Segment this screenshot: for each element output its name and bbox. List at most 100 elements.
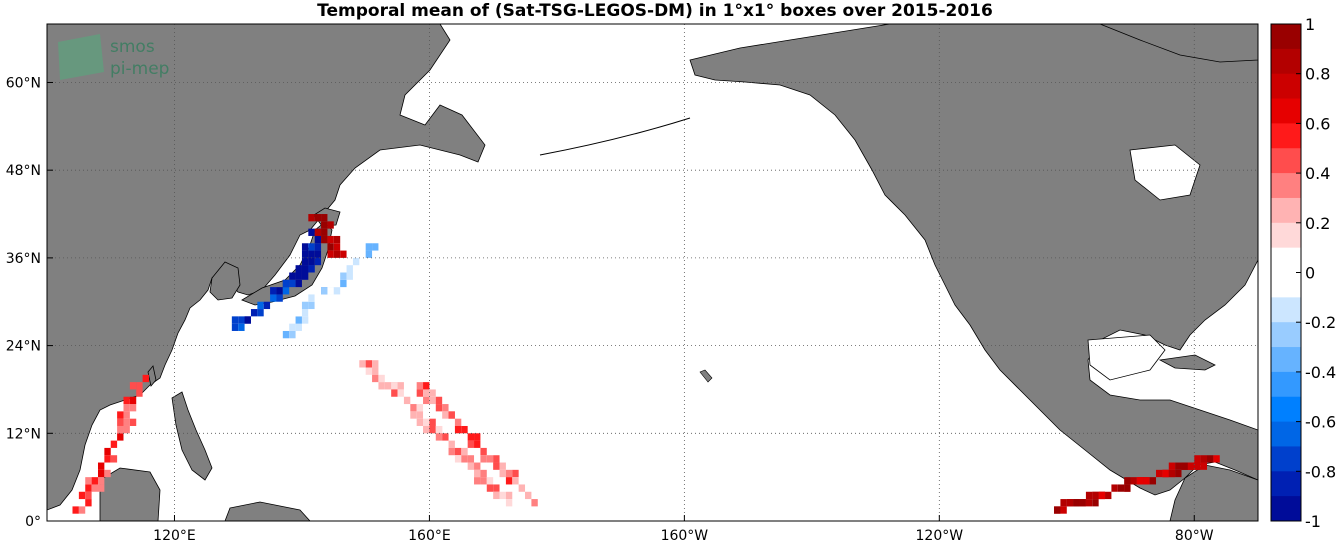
colorbar-segment-15 — [1271, 396, 1301, 423]
gridlines — [47, 24, 1258, 522]
cell-4-9-0 — [416, 418, 424, 426]
cell-4-9-1 — [423, 418, 430, 426]
land-masses — [47, 24, 1258, 521]
colorbar-segment-19 — [1271, 496, 1301, 522]
colorbar-tick-label-10: -1 — [1305, 512, 1321, 531]
cell-1-9-0 — [282, 279, 290, 288]
logo-line2: pi-mep — [110, 59, 169, 79]
cell-4-1-1 — [372, 367, 379, 375]
colorbar-segment-17 — [1271, 446, 1301, 472]
cell-7-1-1 — [1060, 506, 1067, 514]
cell-5-14-1 — [505, 469, 513, 478]
cell-0-12-0 — [117, 418, 124, 426]
cell-2-2-0 — [301, 257, 309, 266]
cell-7-21-0 — [1181, 462, 1188, 470]
cell-0-3-0 — [85, 484, 92, 492]
cell-7-1-0 — [1054, 506, 1061, 514]
cell-4-17-2 — [480, 469, 487, 478]
cell-1-12-1 — [308, 265, 315, 273]
cell-4-18-1 — [480, 477, 487, 485]
cell-6-0-2 — [321, 214, 328, 222]
cell-4-14-0 — [448, 447, 455, 456]
cell-4-15-1 — [461, 455, 468, 463]
cell-1-2-1 — [244, 316, 251, 324]
colorbar-segment-18 — [1271, 471, 1301, 497]
cell-2-4-1 — [308, 243, 315, 251]
cell-6-1-1 — [321, 221, 328, 229]
cell-4-2-1 — [378, 374, 385, 383]
cell-2-0-1 — [301, 272, 309, 280]
cell-3-3-2 — [308, 309, 315, 317]
cell-0-18-1 — [142, 374, 149, 383]
colorbar-segment-9 — [1271, 247, 1301, 273]
cell-1-7-1 — [276, 287, 283, 295]
cell-0-9-1 — [110, 440, 118, 448]
cell-4-18-0 — [474, 477, 481, 485]
cell-4-17-1 — [474, 469, 481, 478]
cell-4-14-2 — [461, 447, 468, 456]
cell-5-16-1 — [518, 484, 526, 492]
land-asia — [47, 24, 486, 511]
cell-4-22-1 — [505, 499, 513, 507]
cell-7-2-0 — [1060, 499, 1067, 507]
cell-3-5-0 — [308, 294, 315, 302]
cell-1-10-0 — [289, 272, 296, 280]
land-new-guinea — [224, 501, 311, 521]
cell-5-9-1 — [474, 440, 481, 448]
cell-0-11-1 — [117, 425, 124, 434]
cell-0-4-0 — [85, 477, 92, 485]
cell-7-9-1 — [1111, 484, 1118, 492]
plot-frame — [46, 23, 1259, 522]
cell-5-13-1 — [499, 469, 506, 478]
colorbar-segment-2 — [1271, 73, 1301, 100]
cell-4-7-1 — [410, 404, 417, 412]
cell-4-0-1 — [365, 360, 373, 368]
cell-0-16-1 — [136, 389, 143, 397]
cell-1-7-2 — [282, 287, 290, 295]
cell-0-0-1 — [78, 506, 86, 514]
cell-0-3-2 — [97, 484, 105, 492]
land-aleutians — [539, 117, 691, 156]
cell-4-9-2 — [429, 418, 436, 426]
cell-4-8-0 — [410, 411, 417, 419]
cell-2-5-1 — [314, 235, 322, 244]
cell-5-15-1 — [512, 477, 519, 485]
cell-4-1-0 — [365, 367, 373, 375]
cell-7-8-1 — [1105, 491, 1112, 500]
cell-3-4-1 — [308, 301, 315, 310]
land-borneo — [99, 467, 161, 521]
cell-5-1-0 — [416, 389, 424, 397]
y-axis: 0° 12°N 24°N 36°N 48°N 60°N — [6, 75, 53, 530]
cell-3-4-0 — [301, 301, 309, 310]
cell-1-4-1 — [257, 301, 264, 310]
cell-6-0-1 — [314, 214, 322, 222]
cell-0-12-2 — [129, 418, 137, 426]
cell-1-5-1 — [263, 301, 271, 310]
cell-1-9-1 — [289, 279, 296, 288]
cell-6-5-0 — [327, 250, 334, 258]
cell-5-1-2 — [429, 389, 436, 397]
cell-5-3-2 — [442, 404, 449, 412]
land-arctic-islands — [1099, 24, 1258, 63]
cell-7-4-1 — [1079, 499, 1086, 507]
cell-5-2-2 — [435, 396, 443, 405]
cell-7-14-1 — [1143, 477, 1150, 485]
cell-4-12-1 — [442, 433, 449, 441]
colorbar-tick-label-4: 0.2 — [1305, 214, 1330, 233]
cell-6-1-2 — [327, 221, 334, 229]
cell-1-1-1 — [238, 316, 245, 324]
cell-5-1-1 — [423, 389, 430, 397]
cell-7-22-2 — [1200, 462, 1208, 470]
cell-3-5-2 — [321, 294, 328, 302]
cell-3-7-1 — [327, 287, 334, 295]
cell-1-13-1 — [314, 257, 322, 266]
cell-2-3-1 — [308, 250, 315, 258]
colorbar-segment-12 — [1271, 322, 1301, 348]
colorbar-tick-label-9: -0.8 — [1305, 462, 1336, 481]
colorbar-tick-label-6: -0.2 — [1305, 313, 1336, 332]
cell-5-2-1 — [429, 396, 436, 405]
cell-6-4-2 — [333, 243, 341, 251]
cell-5-12-2 — [499, 462, 506, 470]
cell-4-3-0 — [378, 382, 385, 390]
cell-7-5-2 — [1092, 499, 1099, 507]
